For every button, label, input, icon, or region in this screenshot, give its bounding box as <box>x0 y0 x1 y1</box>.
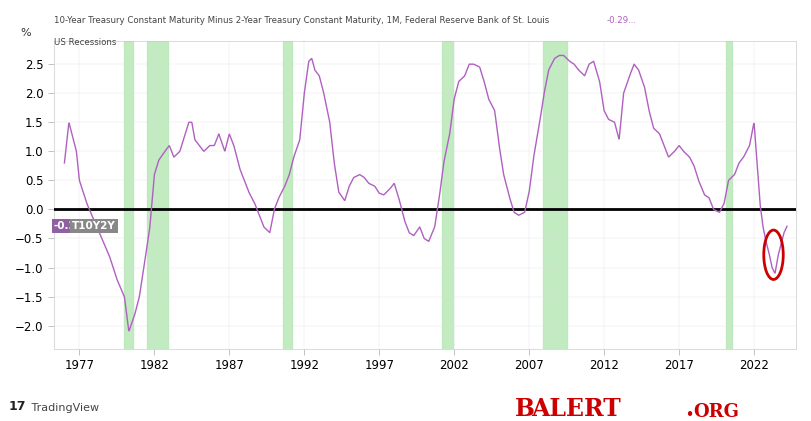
Text: ALERT: ALERT <box>531 397 621 421</box>
Text: US Recessions: US Recessions <box>54 38 116 47</box>
Bar <box>147 41 168 349</box>
Text: .: . <box>685 397 693 421</box>
Text: 17: 17 <box>8 400 26 413</box>
Text: ORG: ORG <box>693 403 740 421</box>
Text: -0.29: -0.29 <box>54 221 84 231</box>
Text: %: % <box>20 28 31 38</box>
Bar <box>543 41 567 349</box>
Bar <box>442 41 453 349</box>
Text: T10Y2Y: T10Y2Y <box>72 221 116 231</box>
Text: TradingView: TradingView <box>28 402 100 413</box>
Text: 10-Year Treasury Constant Maturity Minus 2-Year Treasury Constant Maturity, 1M, : 10-Year Treasury Constant Maturity Minus… <box>54 16 555 25</box>
Bar <box>283 41 292 349</box>
Bar <box>124 41 133 349</box>
Text: B: B <box>515 397 535 421</box>
Text: -0.29...: -0.29... <box>607 16 637 25</box>
Bar <box>726 41 732 349</box>
